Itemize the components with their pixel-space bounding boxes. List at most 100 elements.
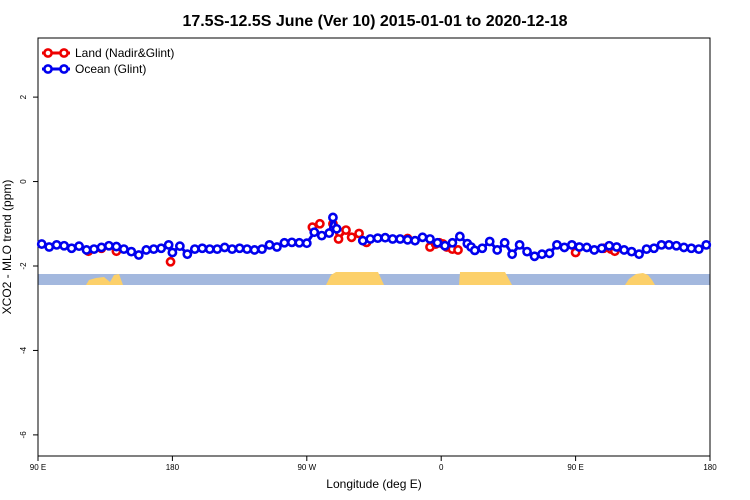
data-point (126, 246, 137, 257)
data-point (566, 239, 577, 250)
x-tick-label: 180 (166, 463, 180, 472)
data-point (522, 246, 532, 257)
data-point (346, 232, 357, 243)
data-point (148, 244, 159, 255)
data-point (333, 234, 344, 244)
data-point (492, 245, 503, 255)
legend: Land (Nadir&Glint) Ocean (Glint) (42, 46, 174, 76)
data-point (96, 242, 107, 253)
data-point (163, 239, 174, 250)
y-tick-label: 0 (19, 179, 28, 184)
data-point (678, 242, 689, 253)
data-point (279, 237, 290, 248)
data-point (529, 251, 540, 262)
y-axis-label: XCO2 - MLO trend (ppm) (0, 180, 14, 315)
data-point (294, 237, 305, 248)
series-layer (36, 212, 712, 267)
data-point (544, 248, 555, 259)
data-point (507, 249, 518, 260)
land-region-1 (86, 274, 123, 285)
data-point (189, 244, 200, 255)
chart-title: 17.5S-12.5S June (Ver 10) 2015-01-01 to … (182, 13, 567, 30)
data-point (314, 218, 325, 229)
y-tick-label: -2 (19, 262, 28, 270)
legend-marker (59, 64, 69, 74)
legend-marker (59, 48, 69, 58)
data-point (227, 244, 238, 255)
x-tick-label: 90 W (297, 463, 316, 472)
data-point (36, 239, 47, 249)
data-point (514, 239, 525, 250)
data-point (197, 243, 208, 254)
data-point (165, 256, 176, 267)
data-point (686, 243, 697, 254)
x-tick-label: 180 (703, 463, 717, 472)
data-point (589, 245, 600, 255)
data-point (596, 243, 607, 254)
data-point (425, 234, 435, 244)
data-point (395, 234, 406, 244)
data-point (204, 244, 215, 255)
data-point (387, 234, 398, 244)
data-point (167, 247, 178, 258)
data-point (331, 223, 342, 234)
data-point (649, 243, 659, 254)
data-point (257, 244, 267, 255)
data-point (611, 242, 622, 252)
data-point (469, 245, 480, 256)
data-point (619, 245, 630, 255)
x-axis-label: Longitude (deg E) (326, 477, 421, 491)
data-point (182, 249, 193, 260)
data-point (372, 233, 383, 244)
legend-marker (43, 48, 53, 58)
data-point (81, 245, 92, 255)
data-point (559, 242, 570, 253)
data-point (324, 228, 335, 238)
data-point (249, 245, 260, 255)
y-tick-label: 2 (19, 94, 28, 99)
series-ocean (36, 212, 712, 262)
data-point (66, 243, 77, 254)
data-point (264, 239, 275, 250)
land-region-3 (459, 272, 512, 285)
data-point (604, 240, 615, 251)
data-point (133, 250, 144, 260)
data-point (440, 240, 450, 251)
data-point (341, 225, 351, 236)
y-tick-label: -6 (19, 431, 28, 439)
data-point (74, 241, 84, 252)
legend-item-land: Land (Nadir&Glint) (42, 46, 174, 60)
data-point (309, 227, 320, 238)
x-tick-label: 0 (439, 463, 444, 472)
data-point (51, 239, 62, 250)
legend-label: Ocean (Glint) (75, 62, 146, 76)
data-point (574, 242, 585, 252)
data-point (380, 232, 391, 243)
data-point (286, 237, 297, 248)
legend-marker (43, 64, 53, 74)
data-point (212, 244, 223, 255)
data-point (219, 242, 230, 253)
data-point (641, 244, 652, 255)
data-point (354, 228, 364, 239)
data-point (656, 239, 667, 250)
data-point (453, 245, 463, 255)
data-point (316, 230, 327, 241)
data-point (234, 243, 245, 254)
data-point (357, 235, 368, 246)
land-region-2 (326, 272, 384, 285)
data-point (477, 243, 488, 254)
data-point (111, 241, 122, 252)
data-point (634, 249, 644, 260)
x-tick-label: 90 E (567, 463, 583, 472)
legend-item-ocean: Ocean (Glint) (42, 62, 146, 76)
data-point (242, 244, 252, 255)
x-tick-label: 90 E (30, 463, 46, 472)
data-point (693, 244, 704, 255)
data-point (402, 234, 413, 245)
data-point (701, 239, 712, 250)
data-point (552, 239, 562, 250)
data-point (272, 242, 282, 252)
data-point (174, 241, 185, 252)
